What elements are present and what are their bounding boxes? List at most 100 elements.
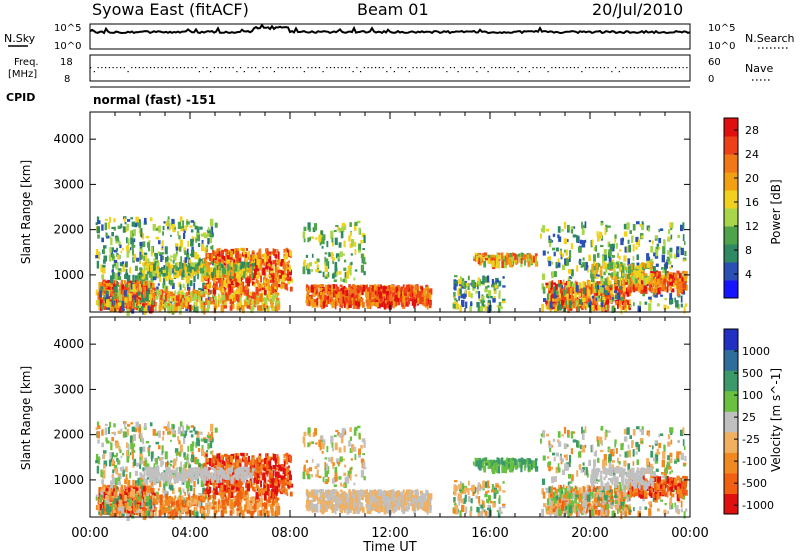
freq-nave-point [94,71,95,72]
power-point [193,276,195,282]
power-point [264,280,266,284]
power-point [281,284,283,287]
power-point [582,229,585,235]
power-point [270,269,274,271]
power-point [199,227,202,230]
freq-nave-point [300,67,301,68]
power-point [126,237,128,243]
velocity-point [191,434,194,437]
freq-nave-point [225,67,226,68]
power-point [567,225,569,230]
freq-nave-point [274,71,275,72]
power-point [623,255,626,261]
power-point [649,285,651,291]
freq-nave-point [259,71,260,72]
power-point [547,251,549,253]
power-point [647,261,650,268]
power-point [191,220,194,223]
power-point [482,254,484,256]
power-point [307,263,309,269]
power-point [126,269,128,274]
power-point [487,285,489,287]
freq-nave-point [338,67,339,68]
freq-nave-point [191,67,192,68]
power-point [339,242,342,247]
freq-nave-point [101,67,102,68]
power-point [124,280,126,284]
power-point [248,251,250,257]
power-point [458,279,462,284]
power-point [358,228,360,235]
freq-nave-point [169,67,170,68]
power-point [314,223,317,230]
power-point [318,235,321,243]
velocity-point [105,438,107,442]
freq-nave-point [176,67,177,68]
power-point [608,264,610,270]
freq-nave-point [600,67,601,68]
power-point [130,247,132,250]
power-point [642,273,644,280]
power-point [105,219,108,221]
power-point [367,292,369,297]
power-point [237,306,241,310]
power-point [95,255,98,258]
power-point [640,224,642,227]
power-point [315,237,318,239]
power-point [239,276,241,283]
power-point [558,304,561,310]
power-point [258,252,261,255]
power-point [612,255,615,258]
power-point [128,275,130,281]
power-point [170,259,172,262]
freq-nave-point [668,67,669,68]
power-point [117,255,120,260]
power-point [540,233,542,238]
power-point [247,305,251,308]
power-point [576,301,578,307]
power-point [103,245,107,248]
power-point [108,222,110,229]
power-point [496,280,499,282]
power-point [158,226,161,233]
power-point [206,249,208,252]
power-point [228,288,230,295]
power-point [365,285,368,289]
power-point [351,239,354,247]
nsearch-tick-top: 10^5 [708,23,735,34]
power-point [340,285,343,287]
power-point [230,299,232,304]
power-point [480,300,483,304]
power-point [207,257,209,259]
power-point [644,285,647,291]
power-point [145,297,148,301]
power-point [597,253,600,258]
power-point [182,221,184,229]
power-point [132,247,134,255]
power-point [332,273,335,278]
freq-nave-point [510,67,511,68]
power-point [558,226,561,233]
power-point [178,306,180,310]
power-point [681,278,684,282]
velocity-point [191,455,195,463]
power-point [558,284,561,288]
freq-nave-point [518,71,519,72]
power-point [263,262,266,266]
power-point [315,261,318,264]
power-point [109,254,111,261]
power-point [392,292,395,296]
power-point [159,305,162,312]
power-point [588,284,591,286]
power-point [306,293,309,295]
power-point [645,302,648,305]
power-point [465,302,467,309]
power-point [173,301,175,304]
power-point [127,219,130,222]
power-point [224,280,227,287]
y-tick-label: 4000 [53,132,84,146]
power-point [429,290,432,293]
velocity-point [121,514,125,516]
power-point [476,256,479,262]
power-point [201,244,204,252]
